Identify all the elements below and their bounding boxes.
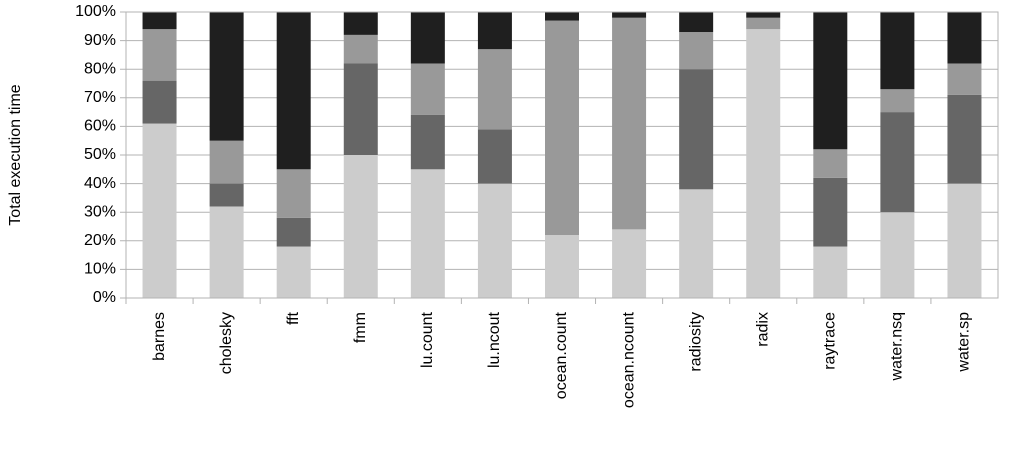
bar-segment (880, 112, 915, 213)
bar-segment (813, 149, 848, 178)
y-tick-label: 20% (84, 232, 116, 249)
bar-segment (612, 17, 647, 230)
x-tick-label: water.sp (956, 312, 973, 373)
bar-segment (545, 235, 579, 298)
x-tick-label: ocean.count (553, 311, 570, 399)
bar-segment (477, 129, 512, 184)
bar-segment (746, 12, 781, 18)
bar-segment (947, 12, 982, 64)
x-tick-label: lu.ncout (486, 311, 503, 368)
bar-segment (276, 12, 311, 170)
plot-border (125, 11, 999, 299)
bar-segment (880, 89, 915, 113)
bar-segment (477, 183, 512, 298)
bar-segment (880, 12, 915, 90)
x-tick-label: fmm (352, 312, 369, 343)
bar-segment (343, 155, 378, 298)
y-tick-label: 90% (84, 32, 116, 49)
bar-segment (410, 63, 445, 115)
y-tick-label: 40% (84, 175, 116, 192)
bar-segment (209, 12, 244, 141)
bar-segment (947, 183, 982, 298)
bar-segment (947, 63, 982, 95)
bar-segment (343, 12, 378, 35)
bar-segment (410, 114, 445, 170)
bar-segment (679, 32, 714, 70)
bar-segment (209, 206, 244, 298)
bar-segment (813, 177, 848, 247)
bar-segment (947, 94, 982, 184)
bar-segment (276, 246, 311, 298)
y-tick-label: 30% (84, 203, 116, 220)
bar-segment (142, 123, 177, 298)
bar-segment (142, 12, 177, 30)
bar-segment (813, 12, 848, 150)
y-tick-label: 70% (84, 89, 116, 106)
bar-segment (477, 49, 512, 130)
bar-segment (880, 212, 915, 298)
bar-segment (679, 12, 714, 33)
bar-segment (679, 189, 714, 298)
y-tick-label: 100% (75, 3, 116, 20)
x-tick-label: barnes (151, 312, 168, 361)
bar-segment (276, 217, 311, 247)
bar-segment (343, 63, 378, 156)
bar-segment (410, 169, 445, 298)
y-tick-label: 60% (84, 118, 116, 135)
bar-segment (545, 20, 579, 236)
x-tick-label: fft (285, 311, 302, 325)
bar-segment (142, 29, 177, 81)
x-tick-label: ocean.ncount (620, 311, 637, 408)
x-tick-label: radix (754, 312, 771, 347)
x-tick-label: lu.count (419, 311, 436, 368)
bar-segment (746, 29, 781, 298)
bar-segment (209, 183, 244, 207)
bar-segment (142, 80, 177, 124)
x-tick-label: water.nsq (889, 312, 906, 381)
x-tick-label: radiosity (687, 312, 704, 372)
bar-segment (612, 12, 647, 18)
bar-segment (410, 12, 445, 64)
bar-segment (209, 140, 244, 184)
x-tick-label: raytrace (822, 312, 839, 370)
y-tick-label: 50% (84, 146, 116, 163)
bar-segment (746, 17, 781, 30)
y-axis-title: Total execution time (7, 84, 24, 226)
y-tick-label: 0% (93, 289, 116, 306)
bar-segment (477, 12, 512, 50)
x-tick-label: cholesky (218, 312, 235, 374)
bar-segment (276, 169, 311, 218)
bar-segment (679, 69, 714, 190)
bar-segment (343, 34, 378, 64)
bar-segment (612, 229, 647, 298)
bar-segment (813, 246, 848, 298)
bar-segment (545, 12, 579, 21)
y-tick-label: 10% (84, 261, 116, 278)
y-tick-label: 80% (84, 60, 116, 77)
